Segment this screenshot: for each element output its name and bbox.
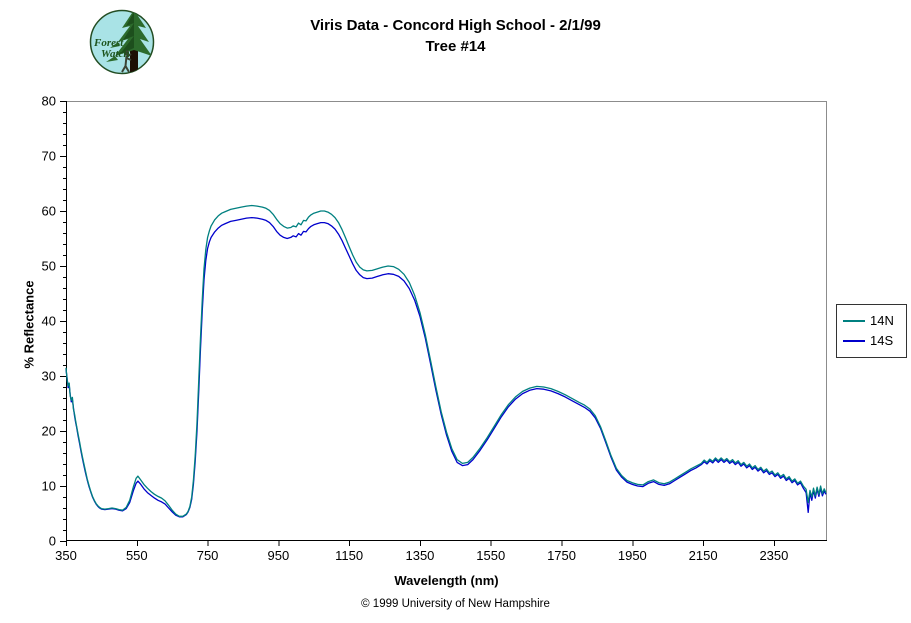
pine-tree-icon [106,10,152,72]
legend-line-sample-14s [843,340,865,342]
logo-text-forest: Forest [93,37,124,49]
y-tick-label: 30 [42,369,56,384]
x-tick-label: 1750 [547,548,576,563]
x-tick-label: 1150 [335,548,363,563]
y-tick-label: 40 [42,314,56,329]
legend-entry-14n: 14N [843,311,902,331]
y-tick-label: 10 [42,479,56,494]
chart-title-line2: Tree #14 [425,38,486,55]
series-line-14n [65,204,827,517]
y-axis-title: % Reflectance [21,280,37,369]
reflectance-plot: 350 550 750 950 1150 1350 1550 1750 1950 2150 2350… [42,94,827,563]
y-tick-label: 80 [42,94,56,109]
series-line-14s [65,216,827,518]
x-tick-label: 1350 [405,548,434,563]
x-tick-label: 2150 [689,548,718,563]
chart-title-line1: Viris Data - Concord High School - 2/1/9… [310,17,601,34]
x-tick-label: 1550 [476,548,505,563]
x-tick-label: 750 [197,548,219,563]
x-tick-label: 350 [55,548,77,563]
x-tick-label: 2350 [759,548,788,563]
legend-line-sample-14n [843,320,865,322]
y-tick-label: 50 [42,259,56,274]
legend-box: 14N 14S [836,304,907,358]
y-tick-label: 20 [42,424,56,439]
x-axis-title: Wavelength (nm) [394,573,499,588]
plot-area: 350 550 750 950 1150 1350 1550 1750 1950 2150 2350… [42,94,827,563]
y-tick-label: 70 [42,149,56,164]
x-tick-label: 1950 [618,548,647,563]
y-tick-label: 0 [49,534,56,549]
chart-title-block: Viris Data - Concord High School - 2/1/9… [0,15,911,57]
x-tick-label: 550 [126,548,148,563]
person-icon [121,50,132,73]
y-tick-label: 60 [42,204,56,219]
logo-text-watch: Watch [101,48,130,60]
legend-label-14n: 14N [870,313,894,328]
legend-label-14s: 14S [870,333,894,348]
copyright-text: © 1999 University of New Hampshire [361,598,550,610]
forest-watch-logo: Forest Watch [88,8,156,76]
forest-watch-logo-graphic: Forest Watch [89,9,155,75]
legend-entry-14s: 14S [843,331,902,351]
x-tick-label: 950 [268,548,290,563]
